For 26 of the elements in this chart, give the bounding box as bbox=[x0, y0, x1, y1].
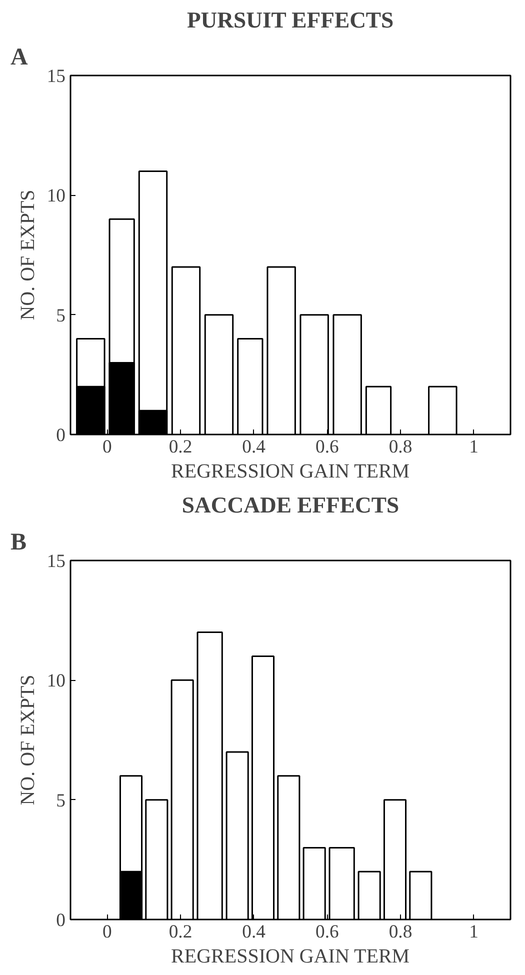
y-axis-title: NO. OF EXPTS bbox=[16, 674, 39, 806]
x-tick-label: 0.2 bbox=[168, 436, 192, 458]
x-tick-label: 0.2 bbox=[168, 922, 192, 942]
y-tick-label: 5 bbox=[56, 790, 66, 812]
text: B bbox=[10, 530, 27, 556]
text: A bbox=[10, 44, 28, 70]
x-axis-title: REGRESSION GAIN TERM bbox=[171, 946, 410, 968]
chart-title: SACCADE EFFECTS bbox=[182, 492, 400, 518]
x-tick-label: 1 bbox=[469, 922, 478, 942]
x-tick-label: 0.6 bbox=[316, 436, 339, 458]
x-tick-label: 0.8 bbox=[388, 436, 412, 458]
y-tick-label: 10 bbox=[46, 186, 66, 207]
y-tick-label: 15 bbox=[46, 66, 66, 87]
x-tick-label: 0 bbox=[102, 436, 112, 458]
x-tick-label: 0.8 bbox=[388, 922, 412, 942]
y-tick-label: 15 bbox=[46, 551, 66, 572]
x-tick-label: 1 bbox=[469, 436, 478, 458]
y-tick-label: 5 bbox=[56, 305, 66, 326]
x-tick-label: 0.6 bbox=[316, 922, 339, 942]
x-tick-label: 0.4 bbox=[242, 922, 266, 942]
x-axis-title: REGRESSION GAIN TERM bbox=[171, 460, 410, 482]
y-axis-title: NO. OF EXPTS bbox=[16, 190, 39, 320]
x-tick-label: 0.4 bbox=[242, 436, 266, 458]
chart-title: PURSUIT EFFECTS bbox=[186, 8, 394, 32]
y-tick-label: 10 bbox=[46, 670, 66, 692]
x-tick-label: 0 bbox=[102, 922, 112, 942]
